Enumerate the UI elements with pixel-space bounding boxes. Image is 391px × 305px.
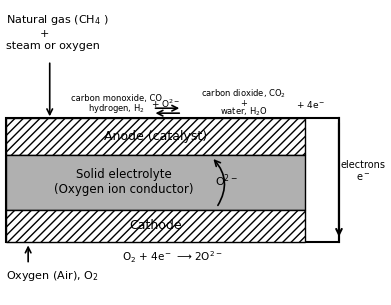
Text: carbon dioxide, CO$_2$: carbon dioxide, CO$_2$ bbox=[201, 87, 287, 99]
Text: Anode (catalyst): Anode (catalyst) bbox=[104, 130, 207, 143]
Text: water, H$_2$O: water, H$_2$O bbox=[220, 106, 268, 118]
Text: steam or oxygen: steam or oxygen bbox=[5, 41, 99, 51]
Text: electrons: electrons bbox=[341, 160, 386, 170]
FancyArrowPatch shape bbox=[215, 160, 224, 205]
Text: +: + bbox=[40, 29, 49, 38]
Text: e$^-$: e$^-$ bbox=[356, 172, 371, 183]
Bar bbox=[5, 210, 305, 242]
Text: hydrogen, H$_2$: hydrogen, H$_2$ bbox=[88, 102, 145, 115]
Text: + 4e$^-$: + 4e$^-$ bbox=[296, 99, 325, 110]
Text: Cathode: Cathode bbox=[129, 219, 181, 232]
Bar bbox=[5, 118, 339, 242]
Text: Natural gas (CH$_4$ ): Natural gas (CH$_4$ ) bbox=[5, 13, 108, 27]
Text: Oxygen (Air), O$_2$: Oxygen (Air), O$_2$ bbox=[5, 269, 98, 283]
Text: Solid electrolyte
(Oxygen ion conductor): Solid electrolyte (Oxygen ion conductor) bbox=[54, 168, 193, 196]
Text: O$_2$ + 4e$^-$ ⟶ 2O$^{2-}$: O$_2$ + 4e$^-$ ⟶ 2O$^{2-}$ bbox=[122, 250, 222, 265]
Text: carbon monoxide, CO: carbon monoxide, CO bbox=[71, 94, 162, 103]
Bar bbox=[5, 155, 305, 210]
Text: O$^{2-}$: O$^{2-}$ bbox=[215, 172, 238, 189]
Bar bbox=[5, 118, 305, 155]
Text: + O$^{2-}$: + O$^{2-}$ bbox=[151, 98, 180, 110]
Text: +: + bbox=[240, 99, 247, 108]
